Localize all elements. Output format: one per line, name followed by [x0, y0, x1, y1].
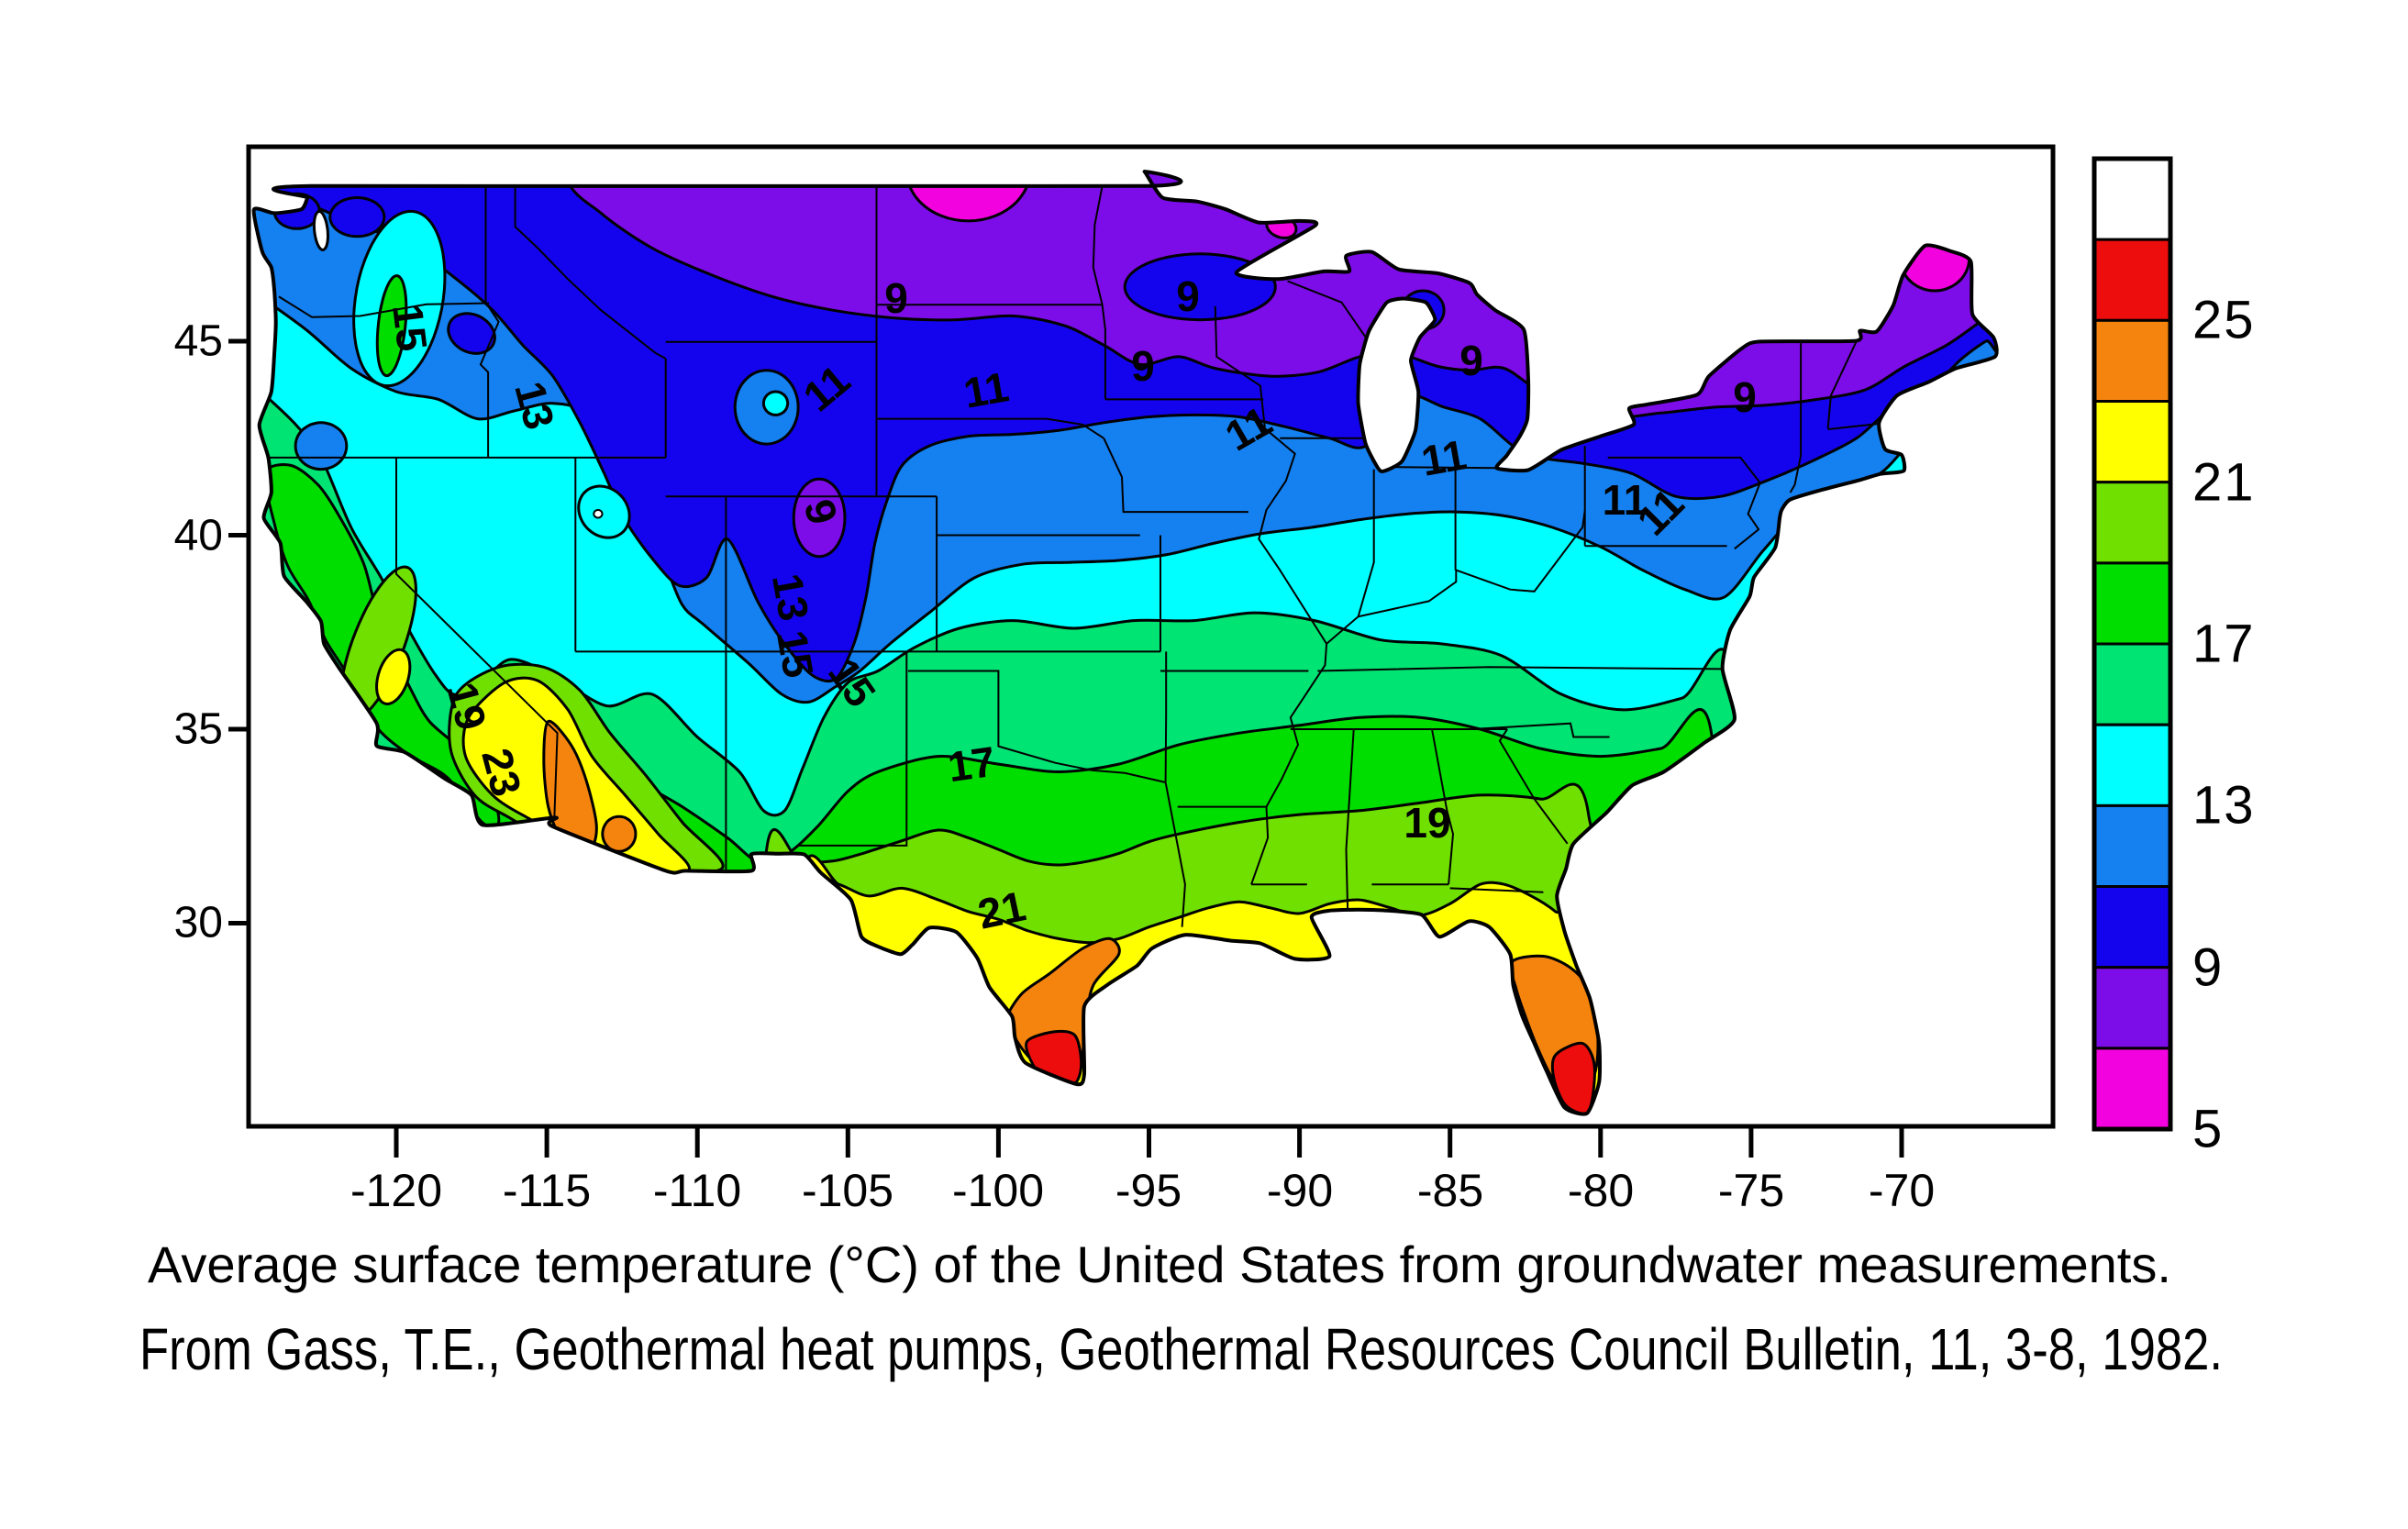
svg-text:-80: -80 — [1568, 1165, 1634, 1216]
svg-text:17: 17 — [945, 737, 998, 792]
svg-text:9: 9 — [1459, 337, 1483, 384]
svg-text:-90: -90 — [1267, 1165, 1333, 1216]
svg-text:9: 9 — [1733, 373, 1757, 421]
svg-text:35: 35 — [174, 705, 223, 754]
svg-text:Average surface temperature (°: Average surface temperature (°C) of the … — [148, 1235, 2171, 1293]
svg-text:9: 9 — [2192, 938, 2224, 998]
svg-text:9: 9 — [1131, 342, 1155, 390]
svg-text:-85: -85 — [1417, 1165, 1483, 1216]
svg-text:45: 45 — [174, 317, 223, 366]
svg-text:13: 13 — [2192, 776, 2256, 836]
svg-text:11: 11 — [1418, 430, 1470, 485]
svg-text:21: 21 — [974, 881, 1030, 938]
svg-text:21: 21 — [2192, 453, 2256, 513]
svg-text:9: 9 — [1176, 272, 1200, 320]
svg-text:30: 30 — [174, 899, 223, 947]
svg-text:-115: -115 — [503, 1165, 591, 1216]
svg-text:-105: -105 — [802, 1165, 893, 1216]
svg-text:15: 15 — [768, 626, 823, 681]
svg-text:9: 9 — [884, 274, 908, 322]
svg-text:-120: -120 — [350, 1165, 442, 1216]
svg-text:5: 5 — [2192, 1100, 2224, 1159]
svg-text:From Gass, T.E., Geothermal he: From Gass, T.E., Geothermal heat pumps, … — [139, 1316, 2223, 1382]
svg-text:-75: -75 — [1718, 1165, 1784, 1216]
svg-text:-110: -110 — [653, 1165, 741, 1216]
svg-text:15: 15 — [383, 301, 437, 353]
svg-text:11: 11 — [1603, 476, 1648, 524]
svg-text:13: 13 — [763, 570, 818, 624]
svg-text:40: 40 — [174, 512, 223, 560]
svg-text:-70: -70 — [1869, 1165, 1935, 1216]
svg-text:11: 11 — [960, 362, 1013, 417]
svg-text:-95: -95 — [1115, 1165, 1182, 1216]
svg-text:-100: -100 — [952, 1165, 1044, 1216]
svg-text:25: 25 — [2192, 291, 2256, 350]
svg-text:19: 19 — [1404, 799, 1450, 847]
svg-text:17: 17 — [2192, 615, 2256, 674]
